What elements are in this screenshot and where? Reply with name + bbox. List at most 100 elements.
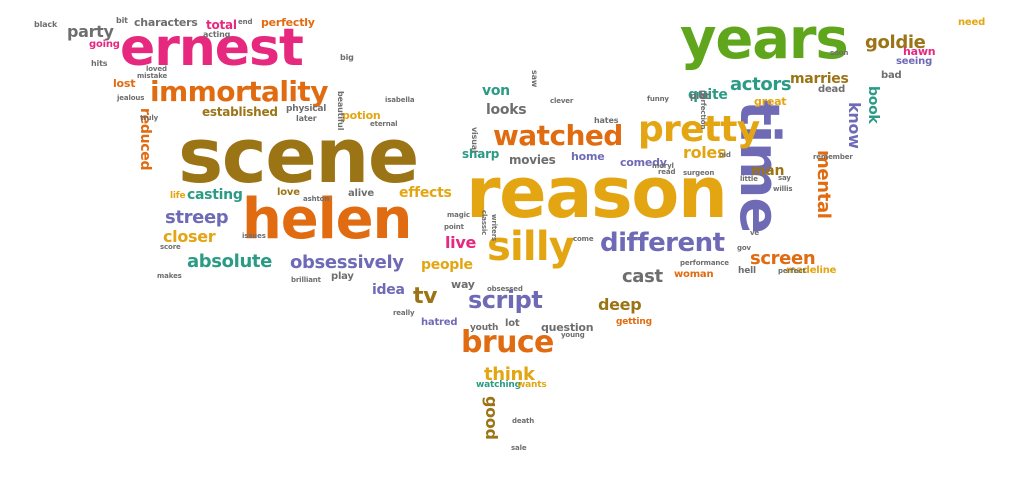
word-absolute: absolute [187, 251, 273, 272]
word-goldie: goldie [865, 32, 926, 53]
word-great: great [754, 95, 787, 108]
word-watched: watched [493, 119, 623, 152]
word-ernest: ernest [120, 18, 304, 78]
word-remember: remember [813, 153, 853, 161]
word-home: home [571, 150, 605, 163]
word-truly: truly [140, 114, 159, 122]
word-later: later [296, 114, 317, 123]
word-good: good [482, 396, 501, 440]
word-hell: hell [738, 266, 756, 276]
word-potion: potion [342, 109, 381, 122]
word-end: end [238, 18, 253, 26]
word-obsessed: obsessed [487, 285, 523, 293]
word-soon: soon [830, 49, 849, 57]
word-wants: wants [517, 380, 547, 390]
word-von: von [482, 83, 510, 99]
word-bruce: bruce [461, 325, 554, 360]
word-lot: lot [505, 318, 520, 329]
word-streep: streep [165, 207, 229, 228]
word-eternal: eternal [370, 120, 398, 128]
word-bad: bad [881, 70, 902, 81]
word-idea: idea [372, 282, 405, 298]
word-script: script [468, 286, 543, 314]
word-seeing: seeing [896, 56, 933, 67]
word-way: way [451, 278, 475, 291]
word-actors: actors [730, 74, 792, 95]
word-roles: roles [683, 143, 727, 162]
word-magic: magic [447, 211, 470, 219]
word-established: established [202, 105, 278, 119]
word-willis: willis [773, 185, 793, 193]
word-clever: clever [550, 97, 574, 105]
word-love: love [277, 187, 300, 198]
word-know: know [845, 102, 864, 149]
word-sale: sale [511, 444, 527, 452]
word-little: little [740, 175, 758, 183]
word-characters: characters [134, 16, 198, 29]
word-ve: ve [750, 229, 760, 237]
word-say: say [778, 174, 791, 182]
word-come: come [573, 235, 594, 243]
word-tv: tv [413, 284, 437, 309]
word-brilliant: brilliant [291, 276, 321, 284]
word-issues: issues [242, 232, 266, 240]
word-party: party [67, 22, 114, 41]
word-marries: marries [790, 71, 849, 87]
word-hates: hates [594, 116, 619, 125]
word-point: point [444, 223, 464, 231]
word-silly: silly [487, 224, 575, 270]
word-read: read [658, 168, 676, 176]
word-closer: closer [163, 227, 216, 246]
word-helen: helen [242, 187, 412, 252]
word-big: big [340, 53, 354, 62]
word-hatred: hatred [421, 317, 458, 328]
word-effects: effects [399, 185, 452, 201]
word-performance: performance [680, 259, 729, 267]
word-play: play [331, 271, 354, 282]
word-funny: funny [647, 95, 669, 103]
word-mistake: mistake [137, 72, 168, 80]
word-writers: writers [490, 214, 498, 242]
word-alive: alive [348, 188, 374, 199]
word-going: going [89, 39, 120, 50]
word-comedy: comedy [620, 156, 667, 169]
word-jealous: jealous [117, 94, 145, 102]
word-need: need [958, 17, 986, 28]
word-visual: visual [470, 127, 479, 153]
word-question: question [541, 321, 594, 334]
word-madeline: madeline [786, 265, 837, 276]
word-screen: screen [750, 248, 816, 269]
word-old: old [719, 151, 731, 159]
word-live: live [445, 233, 476, 252]
word-gov: gov [737, 244, 751, 252]
word-casting: casting [187, 187, 243, 203]
word-death: death [512, 417, 535, 425]
word-score: score [160, 243, 181, 251]
word-total: total [206, 18, 237, 32]
word-acting: acting [203, 30, 231, 39]
word-book: book [865, 86, 881, 124]
word-man: man [751, 163, 785, 179]
word-surgeon: surgeon [683, 169, 715, 177]
word-physical: physical [286, 104, 327, 114]
word-obsessively: obsessively [290, 252, 404, 273]
word-cast: cast [622, 266, 663, 287]
word-lost: lost [113, 77, 136, 90]
word-hawn: hawn [903, 45, 936, 58]
word-saw: saw [530, 70, 539, 88]
word-movies: movies [509, 153, 556, 167]
word-perfectly: perfectly [261, 16, 315, 29]
word-looks: looks [486, 102, 527, 118]
word-perfection: perfection [699, 90, 707, 130]
word-years: years [680, 7, 849, 72]
word-deep: deep [598, 295, 642, 314]
word-bit: bit [116, 16, 128, 25]
word-plot: plot [690, 92, 710, 102]
word-perfect: perfect [778, 267, 806, 275]
word-reason: reason [466, 152, 728, 234]
word-woman: woman [674, 269, 714, 280]
word-loved: loved [146, 65, 167, 73]
word-think: think [484, 364, 535, 385]
word-people: people [421, 257, 473, 273]
